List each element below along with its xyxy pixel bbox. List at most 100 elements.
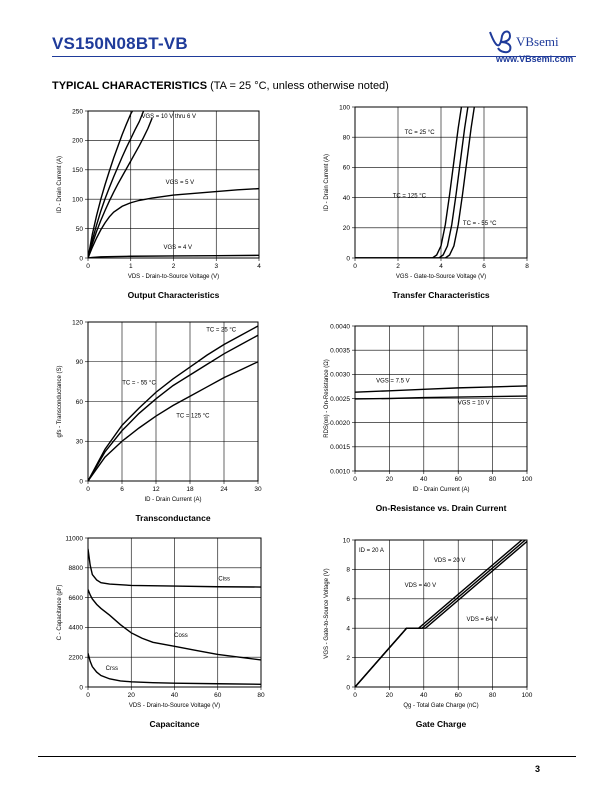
gate-charge-y-tick-label: 6 xyxy=(346,596,350,603)
output-y-tick-label: 150 xyxy=(72,167,83,174)
transfer-y-tick-label: 100 xyxy=(339,104,350,111)
on-resistance-series-label-0: VGS = 7.5 V xyxy=(376,379,410,385)
capacitance-x-axis-label: VDS - Drain-to-Source Voltage (V) xyxy=(129,703,220,709)
gate-charge-series-label-0: VDS = 20 V xyxy=(434,558,466,564)
section-heading-rest: (TA = 25 °C, unless otherwise noted) xyxy=(207,80,389,92)
header-rule xyxy=(52,56,576,57)
transfer-x-tick-label: 0 xyxy=(353,263,357,270)
gate-charge-x-tick-label: 40 xyxy=(420,692,428,699)
output-x-tick-label: 1 xyxy=(129,263,133,270)
gate-charge-x-tick-label: 80 xyxy=(489,692,497,699)
transconductance-y-tick-label: 30 xyxy=(76,439,84,446)
gate-charge-series-label-2: VDS = 64 V xyxy=(467,617,499,623)
on-resistance-y-tick-label: 0.0030 xyxy=(330,372,350,379)
transconductance-x-tick-label: 30 xyxy=(254,486,262,493)
on-resistance-y-tick-label: 0.0025 xyxy=(330,396,350,403)
transfer-y-tick-label: 80 xyxy=(343,135,351,142)
section-heading-bold: TYPICAL CHARACTERISTICS xyxy=(52,80,208,92)
output-series-line-2 xyxy=(88,117,153,258)
section-heading: TYPICAL CHARACTERISTICS (TA = 25 °C, unl… xyxy=(52,80,389,92)
output-chart-title: Output Characteristics xyxy=(128,290,220,300)
gate-charge-x-tick-label: 100 xyxy=(522,692,533,699)
transfer-y-tick-label: 60 xyxy=(343,165,351,172)
on-resistance-x-tick-label: 60 xyxy=(455,476,463,483)
on-resistance-y-tick-label: 0.0035 xyxy=(330,347,350,354)
gate-charge-y-tick-label: 0 xyxy=(346,684,350,691)
on-resistance-y-tick-label: 0.0015 xyxy=(330,444,350,451)
transfer-x-tick-label: 2 xyxy=(396,263,400,270)
output-y-tick-label: 0 xyxy=(79,255,83,262)
transconductance-x-tick-label: 0 xyxy=(86,486,90,493)
brand-name: VBsemi xyxy=(516,34,559,49)
transfer-x-axis-label: VGS - Gate-to-Source Voltage (V) xyxy=(396,274,486,280)
gate-charge-x-tick-label: 0 xyxy=(353,692,357,699)
gate-charge-x-tick-label: 20 xyxy=(386,692,394,699)
output-series-line-1 xyxy=(88,111,145,258)
capacitance-y-tick-label: 0 xyxy=(79,684,83,691)
on-resistance-y-tick-label: 0.0040 xyxy=(330,323,350,330)
output-series-label-0: VGS = 10 V thru 6 V xyxy=(141,114,196,120)
vbsemi-logo-icon: VBsemi xyxy=(489,30,559,54)
capacitance-chart-title: Capacitance xyxy=(149,719,199,729)
transconductance-series-line-1 xyxy=(88,334,258,481)
transconductance-series-line-2 xyxy=(88,361,258,481)
transfer-x-tick-label: 8 xyxy=(525,263,529,270)
part-number: VS150N08BT-VB xyxy=(52,34,188,53)
capacitance-x-tick-label: 0 xyxy=(86,692,90,699)
output-x-tick-label: 4 xyxy=(257,263,261,270)
brand-url[interactable]: www.VBsemi.com xyxy=(496,54,574,64)
gate-charge-y-tick-label: 10 xyxy=(343,537,351,544)
transconductance-y-tick-label: 0 xyxy=(79,478,83,485)
output-series-line-4 xyxy=(88,254,259,258)
on-resistance-x-tick-label: 0 xyxy=(353,476,357,483)
gate-charge-series-line-2 xyxy=(355,540,527,687)
transconductance-chart-title: Transconductance xyxy=(135,513,210,523)
output-x-tick-label: 0 xyxy=(86,263,90,270)
output-y-tick-label: 250 xyxy=(72,108,83,115)
gate-charge-x-axis-label: Qg - Total Gate Charge (nC) xyxy=(403,703,478,709)
on-resistance-y-axis-label: RDS(on) - On-Resistance (Ω) xyxy=(324,359,330,438)
output-series-line-3 xyxy=(88,187,259,258)
transconductance-series-label-1: TC = - 55 °C xyxy=(122,380,156,386)
on-resistance-y-tick-label: 0.0010 xyxy=(330,468,350,475)
capacitance-y-tick-label: 6600 xyxy=(69,595,84,602)
transfer-chart-title: Transfer Characteristics xyxy=(392,290,490,300)
transfer-y-tick-label: 0 xyxy=(346,255,350,262)
transconductance-series-label-2: TC = 125 °C xyxy=(176,413,210,419)
transfer-y-axis-label: ID - Drain Current (A) xyxy=(324,154,330,211)
gate-charge-y-tick-label: 4 xyxy=(346,626,350,633)
on-resistance-x-tick-label: 100 xyxy=(522,476,533,483)
output-series-line-0 xyxy=(88,111,134,258)
transfer-y-tick-label: 40 xyxy=(343,195,351,202)
on-resistance-series-line-1 xyxy=(355,395,527,400)
gate-charge-series-label-1: VDS = 40 V xyxy=(405,583,437,589)
transconductance-x-tick-label: 12 xyxy=(152,486,160,493)
gate-charge-chart-title: Gate Charge xyxy=(416,719,467,729)
capacitance-series-label-2: Crss xyxy=(106,666,118,672)
transfer-series-line-0 xyxy=(355,107,463,258)
output-y-tick-label: 200 xyxy=(72,138,83,145)
output-series-label-3: VGS = 5 V xyxy=(166,180,195,186)
vbsemi-logo: VBsemi xyxy=(486,28,578,59)
footer-rule xyxy=(38,756,576,757)
transconductance-y-tick-label: 60 xyxy=(76,399,84,406)
transconductance-x-tick-label: 18 xyxy=(186,486,194,493)
gate-charge-plot-frame xyxy=(354,539,528,688)
transconductance-series-label-0: TC = 25 °C xyxy=(206,327,237,333)
output-x-axis-label: VDS - Drain-to-Source Voltage (V) xyxy=(128,274,219,280)
capacitance-series-line-0 xyxy=(88,548,261,588)
gate-charge-y-tick-label: 2 xyxy=(346,655,350,662)
output-y-tick-label: 50 xyxy=(76,226,84,233)
on-resistance-chart-title: On-Resistance vs. Drain Current xyxy=(376,503,507,513)
capacitance-x-tick-label: 20 xyxy=(128,692,136,699)
output-x-tick-label: 2 xyxy=(172,263,176,270)
transfer-series-line-1 xyxy=(355,107,469,258)
gate-charge-annotation-0: ID = 20 A xyxy=(359,548,384,554)
transfer-x-tick-label: 6 xyxy=(482,263,486,270)
capacitance-x-tick-label: 80 xyxy=(257,692,265,699)
transconductance-y-tick-label: 120 xyxy=(72,319,83,326)
capacitance-y-tick-label: 11000 xyxy=(65,535,83,542)
capacitance-series-line-2 xyxy=(88,652,261,685)
on-resistance-series-label-1: VGS = 10 V xyxy=(458,400,490,406)
